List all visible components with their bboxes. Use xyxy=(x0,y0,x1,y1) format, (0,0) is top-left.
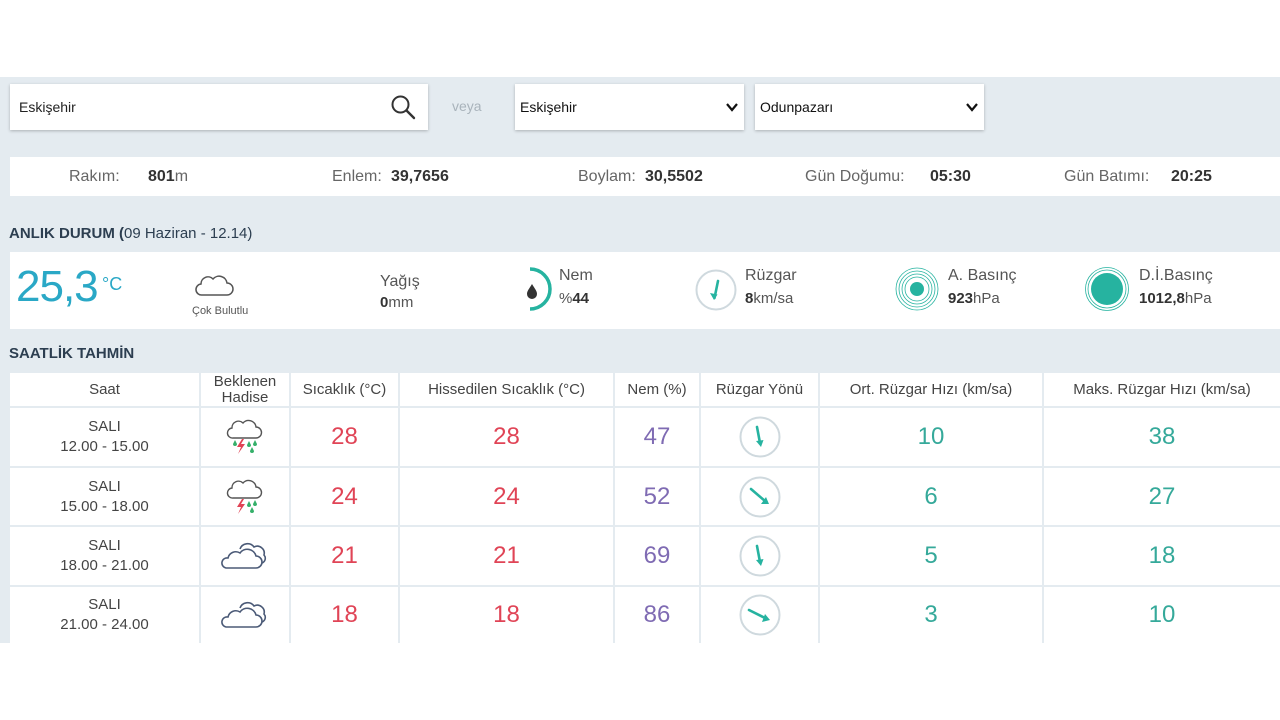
pressure-icon xyxy=(894,266,940,317)
header-expected-event: Beklenen Hadise xyxy=(213,372,277,406)
thunderstorm-rain-icon xyxy=(201,468,289,525)
temperature-value: 28 xyxy=(331,423,358,450)
humidity-label: Nem xyxy=(559,267,593,284)
pressure-value: 923hPa xyxy=(948,290,1000,307)
latitude-value: 39,7656 xyxy=(391,168,449,185)
header-feels-like: Hissedilen Sıcaklık (°C) xyxy=(428,380,585,398)
sunrise-label: Gün Doğumu: xyxy=(805,168,905,185)
chevron-down-icon xyxy=(965,100,979,118)
table-row-time: SALI 18.00 - 21.00 xyxy=(60,537,149,574)
max-wind-value: 27 xyxy=(1148,482,1176,510)
longitude-value: 30,5502 xyxy=(645,168,703,185)
table-row-time: SALI 15.00 - 18.00 xyxy=(60,477,149,515)
altitude-value: 801m xyxy=(148,168,189,185)
feels-like-value: 18 xyxy=(493,601,520,628)
header-wind-direction: Rüzgar Yönü xyxy=(715,380,804,398)
temperature-value: 21 xyxy=(331,542,358,569)
header-avg-wind: Ort. Rüzgar Hızı (km/sa) xyxy=(849,380,1013,398)
wind-direction-icon xyxy=(701,527,818,585)
current-conditions: 25,3 °C Çok Bulutlu Yağış 0mm Nem %44 Rü… xyxy=(10,252,1280,329)
wind-value: 8km/sa xyxy=(745,290,794,307)
temperature-value: 24 xyxy=(331,482,358,510)
temperature-unit: °C xyxy=(102,274,123,294)
condition-label: Çok Bulutlu xyxy=(192,305,249,317)
latitude-label: Enlem: xyxy=(332,168,382,185)
altitude-label: Rakım: xyxy=(69,168,120,185)
search-icon[interactable] xyxy=(390,94,416,125)
header-temperature: Sıcaklık (°C) xyxy=(302,380,387,398)
location-info-bar: Rakım: 801m Enlem: 39,7656 Boylam: 30,55… xyxy=(10,157,1280,196)
hourly-title: SAATLİK TAHMİN xyxy=(9,345,135,362)
wind-direction-icon xyxy=(701,587,818,643)
province-select[interactable]: Eskişehir xyxy=(515,84,744,130)
longitude-label: Boylam: xyxy=(578,168,636,185)
district-select-value: Odunpazarı xyxy=(760,99,834,115)
table-row-time: SALI 21.00 - 24.00 xyxy=(60,596,149,633)
or-label: veya xyxy=(452,98,482,114)
sunset-label: Gün Batımı: xyxy=(1064,168,1150,185)
max-wind-value: 38 xyxy=(1148,423,1176,450)
current-title: ANLIK DURUM (09 Haziran - 12.14) xyxy=(9,225,253,242)
chevron-down-icon xyxy=(725,100,739,118)
feels-like-value: 28 xyxy=(493,423,520,450)
cloudy-icon xyxy=(201,587,289,643)
sea-pressure-value: 1012,8hPa xyxy=(1139,290,1212,307)
sea-level-pressure-icon xyxy=(1084,266,1130,317)
pressure-label: A. Basınç xyxy=(948,267,1017,284)
cloudy-icon xyxy=(201,527,289,585)
search-input[interactable]: Eskişehir xyxy=(10,84,428,130)
header-humidity: Nem (%) xyxy=(627,380,687,398)
humidity-value: 52 xyxy=(643,482,671,510)
avg-wind-value: 10 xyxy=(917,423,945,450)
thunderstorm-rain-icon xyxy=(201,408,289,466)
rain-value: 0mm xyxy=(380,294,414,311)
humidity-gauge-icon xyxy=(520,266,556,317)
max-wind-value: 18 xyxy=(1148,542,1176,569)
temperature-value: 18 xyxy=(331,601,358,628)
humidity-value: 86 xyxy=(643,601,671,628)
sunrise-value: 05:30 xyxy=(930,168,971,185)
avg-wind-value: 5 xyxy=(924,542,938,569)
header-time: Saat xyxy=(89,380,120,398)
district-select[interactable]: Odunpazarı xyxy=(755,84,984,130)
feels-like-value: 21 xyxy=(493,542,520,569)
cloud-icon xyxy=(193,272,235,303)
province-select-value: Eskişehir xyxy=(520,99,577,115)
sunset-value: 20:25 xyxy=(1171,168,1212,185)
table-row-time: SALI 12.00 - 15.00 xyxy=(60,418,149,455)
feels-like-value: 24 xyxy=(493,482,520,510)
avg-wind-value: 6 xyxy=(924,482,938,510)
search-input-value: Eskişehir xyxy=(19,99,76,115)
avg-wind-value: 3 xyxy=(924,601,938,628)
wind-direction-icon xyxy=(701,408,818,466)
wind-label: Rüzgar xyxy=(745,267,797,284)
current-temperature: 25,3 xyxy=(16,262,99,311)
header-max-wind: Maks. Rüzgar Hızı (km/sa) xyxy=(1073,380,1251,398)
humidity-value: %44 xyxy=(559,290,590,307)
humidity-value: 69 xyxy=(643,542,671,569)
wind-direction-icon xyxy=(701,468,818,525)
wind-direction-icon xyxy=(695,269,737,316)
rain-label: Yağış xyxy=(380,273,420,290)
humidity-value: 47 xyxy=(643,423,671,450)
sea-pressure-label: D.İ.Basınç xyxy=(1139,267,1213,284)
hourly-forecast-table: Saat Beklenen Hadise Sıcaklık (°C) Hisse… xyxy=(10,373,1280,643)
max-wind-value: 10 xyxy=(1148,601,1176,628)
